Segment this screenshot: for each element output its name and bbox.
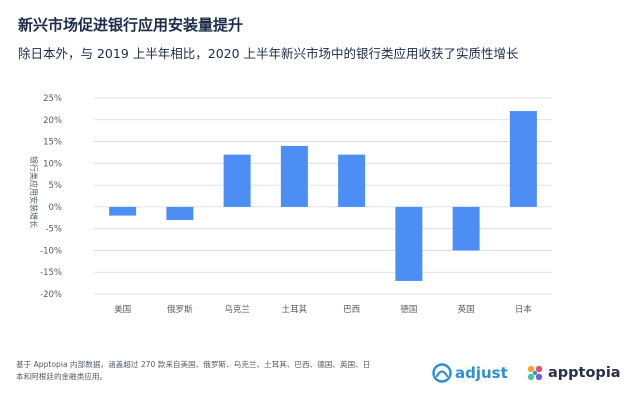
x-tick-label: 德国 — [400, 304, 417, 315]
bar-6 — [452, 206, 480, 251]
adjust-logo-icon — [432, 363, 452, 383]
gridlines — [94, 97, 552, 295]
bar-4 — [338, 154, 366, 207]
apptopia-logo-text: apptopia — [548, 365, 621, 381]
y-tick-label: -10% — [40, 246, 62, 256]
y-axis-label: 银行类应用安装增长 — [29, 156, 39, 228]
x-tick-label: 英国 — [458, 304, 475, 315]
y-tick-label: 10% — [43, 159, 62, 169]
y-tick-label: -15% — [40, 268, 62, 278]
page-title: 新兴市场促进银行应用安装量提升 — [18, 16, 244, 34]
page-subtitle: 除日本外，与 2019 上半年相比，2020 上半年新兴市场中的银行类应用收获了… — [18, 46, 519, 61]
y-tick-label: 15% — [43, 138, 62, 148]
footnote: 基于 Apptopia 内部数据，涵盖超过 270 款来自美国、俄罗斯、乌克兰、… — [16, 360, 371, 381]
y-tick-labels: -20% -15% -10% -5% 0% 5% 10% 15% 20% 25% — [40, 94, 62, 300]
adjust-logo: adjust — [432, 362, 508, 384]
x-tick-label: 土耳其 — [282, 304, 308, 315]
bars — [109, 111, 537, 281]
x-tick-label: 美国 — [114, 304, 131, 315]
apptopia-logo-icon — [527, 365, 543, 381]
x-tick-label: 巴西 — [343, 305, 360, 315]
x-tick-label: 俄罗斯 — [167, 304, 193, 315]
y-tick-label: 5% — [49, 181, 63, 191]
adjust-logo-text: adjust — [455, 364, 508, 382]
bar-3 — [280, 145, 308, 207]
bar-5 — [395, 206, 423, 281]
x-tick-label: 乌克兰 — [224, 304, 250, 315]
x-tick-label: 日本 — [515, 304, 533, 315]
y-tick-label: 0% — [49, 203, 63, 213]
y-tick-label: -5% — [45, 225, 62, 235]
bar-1 — [166, 206, 194, 220]
x-tick-labels: 美国 俄罗斯 乌克兰 土耳其 巴西 德国 英国 日本 — [114, 304, 532, 315]
bar-0 — [109, 206, 137, 216]
bar-2 — [223, 154, 251, 207]
y-tick-label: 20% — [43, 116, 62, 126]
y-tick-label: 25% — [43, 94, 62, 104]
apptopia-logo: apptopia — [526, 362, 621, 384]
y-tick-label: -20% — [40, 290, 62, 300]
bar-7 — [509, 111, 537, 207]
